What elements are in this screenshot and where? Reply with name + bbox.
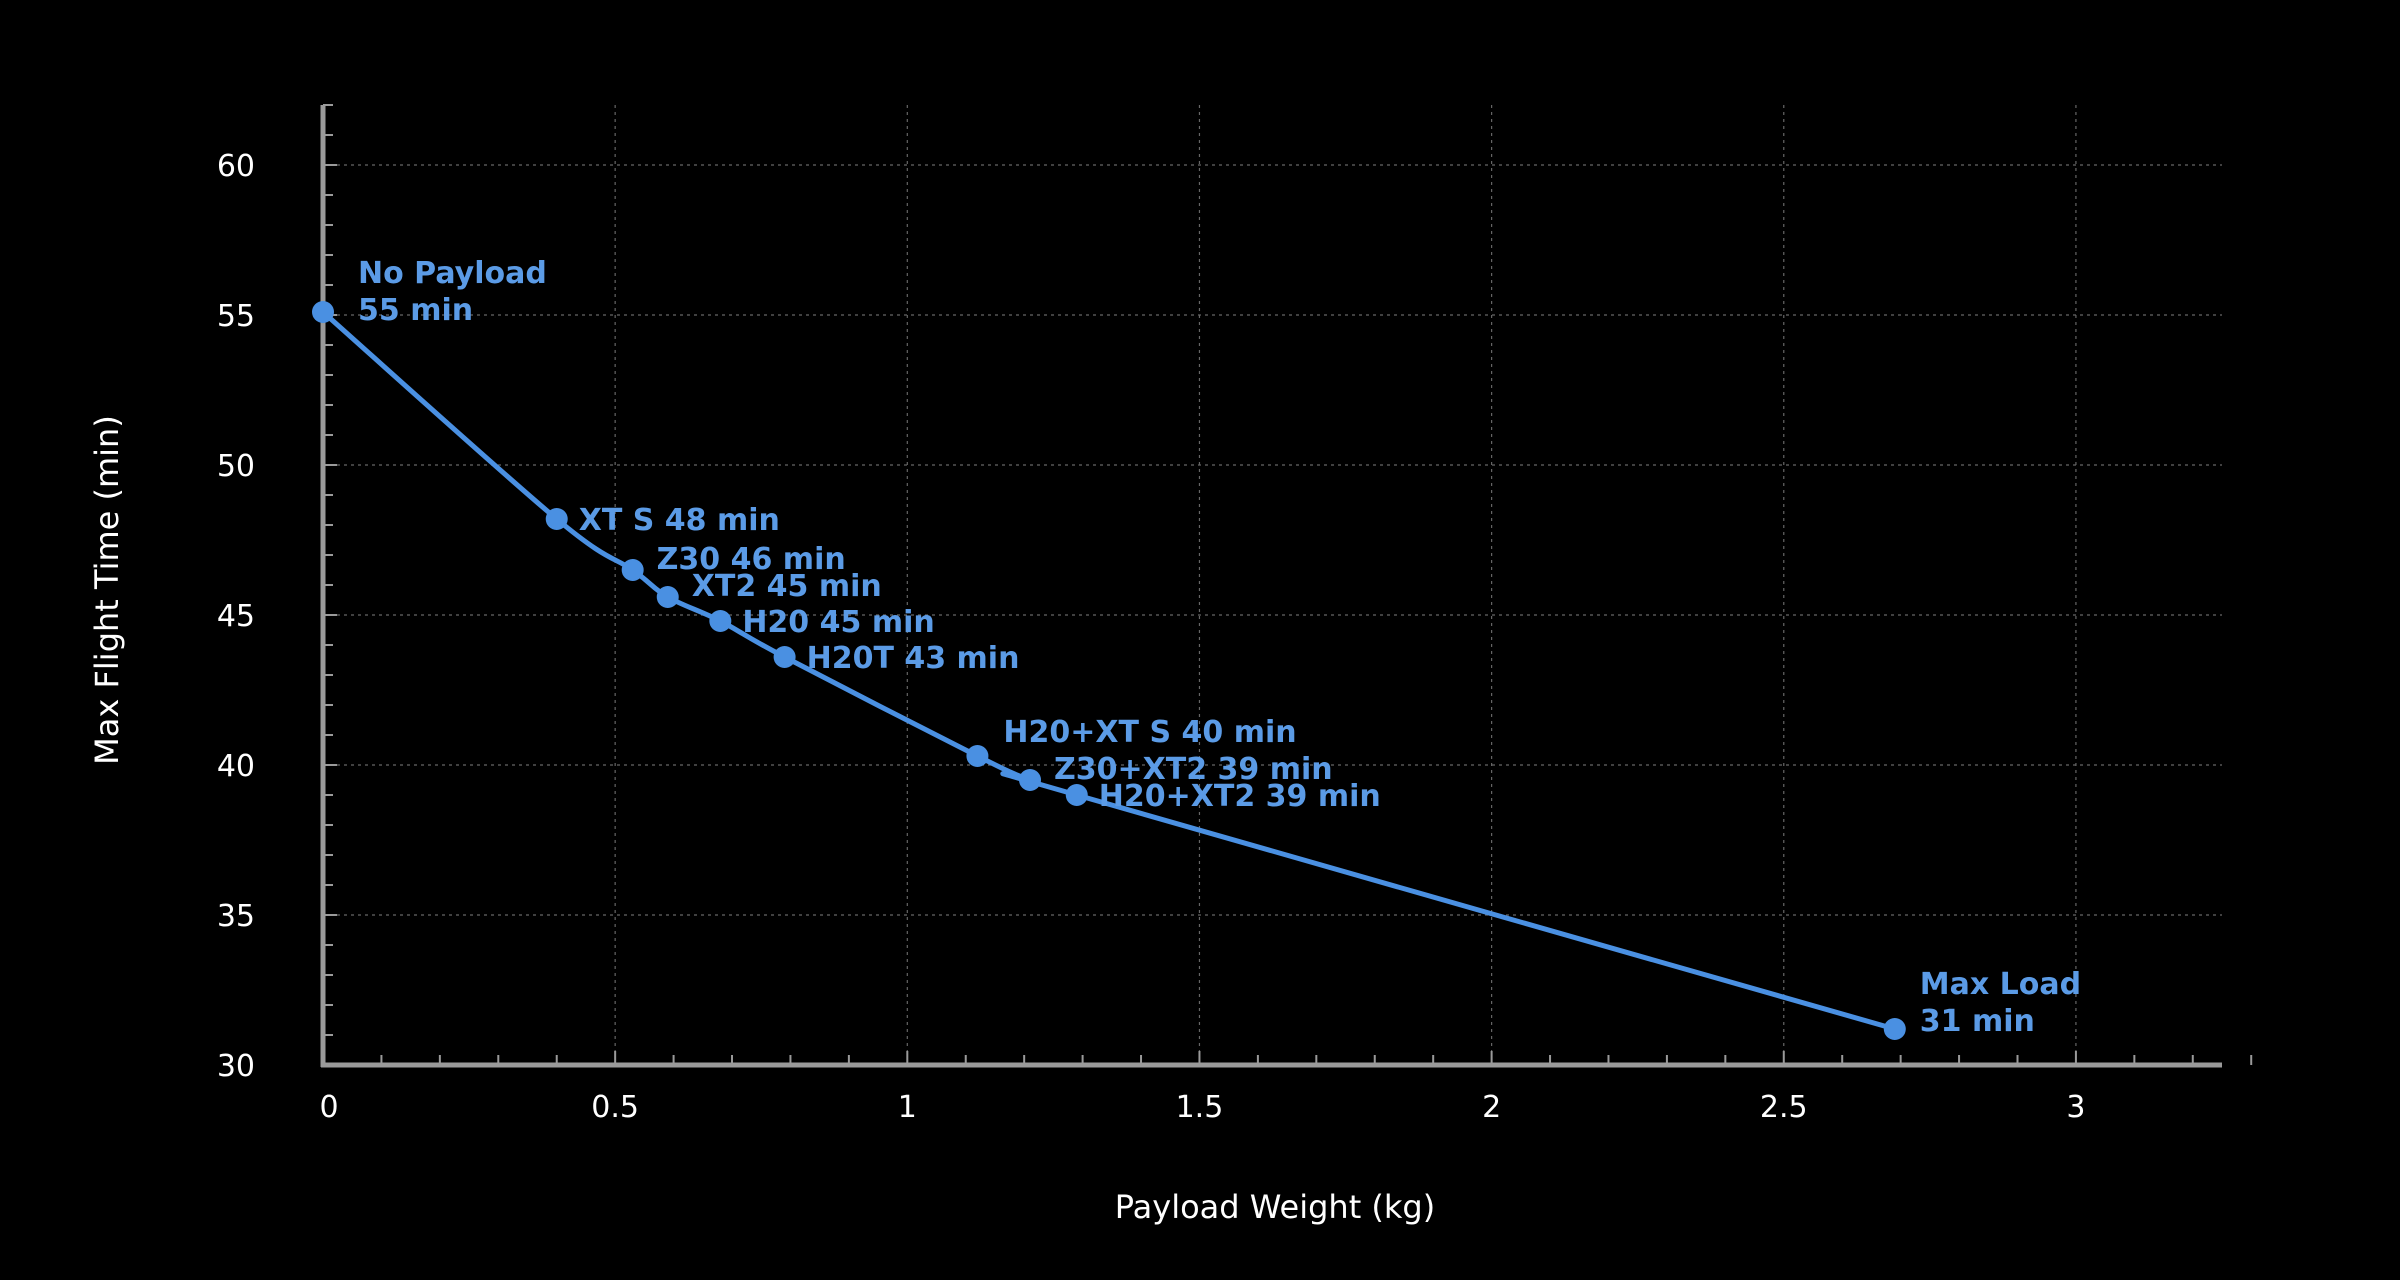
- data-point-marker: [773, 646, 796, 668]
- data-point-label: H20+XT S 40 min: [1003, 715, 1296, 750]
- data-point-label: H20 45 min: [742, 605, 934, 640]
- axis-layer: 0 0.5 1 1.5 2 2.5 3 30 35 40 45 50 55 60: [217, 104, 2253, 1125]
- y-tick-label: 45: [217, 599, 255, 634]
- x-tick-label: 1.5: [1176, 1090, 1224, 1125]
- y-tick-label: 50: [217, 449, 255, 484]
- grid-layer: [323, 105, 2222, 1065]
- data-point-label: 31 min: [1920, 1004, 2035, 1039]
- x-tick-label: 0: [319, 1090, 338, 1125]
- data-point-marker: [312, 301, 334, 323]
- data-point-marker: [656, 586, 679, 608]
- data-point-label: H20+XT2 39 min: [1099, 779, 1381, 814]
- y-tick-label: 30: [217, 1049, 255, 1084]
- data-point-label: No Payload: [358, 256, 547, 291]
- data-point-marker: [966, 745, 989, 767]
- x-tick-label: 3: [2066, 1090, 2085, 1125]
- data-point-label: Z30+XT2 39 min: [1054, 752, 1333, 787]
- y-tick-label: 35: [217, 899, 255, 934]
- x-tick-label: 2.5: [1760, 1090, 1808, 1125]
- x-axis-title: Payload Weight (kg): [1115, 1188, 1435, 1226]
- y-tick-label: 55: [217, 299, 255, 334]
- data-point-label: Z30 46 min: [657, 542, 846, 577]
- x-tick-label: 1: [898, 1090, 917, 1125]
- data-point-label: XT S 48 min: [579, 503, 780, 538]
- data-point-marker: [621, 559, 644, 581]
- data-point-marker: [545, 508, 568, 530]
- data-point-label: 55 min: [358, 293, 473, 328]
- data-point-marker: [1019, 769, 1042, 791]
- data-point-marker: [709, 610, 732, 632]
- series-layer: [312, 301, 1906, 1040]
- y-tick-label: 40: [217, 749, 255, 784]
- data-point-label: Max Load: [1920, 967, 2081, 1002]
- data-point-marker: [1065, 784, 1088, 806]
- data-point-label: H20T 43 min: [807, 641, 1020, 676]
- data-point-label: XT2 45 min: [692, 569, 882, 604]
- data-point-marker: [1883, 1018, 1906, 1040]
- y-tick-label: 60: [217, 149, 255, 184]
- x-tick-label: 2: [1482, 1090, 1501, 1125]
- series-line: [320, 309, 1898, 1032]
- y-axis-title: Max Flight Time (min): [88, 415, 126, 765]
- x-tick-label: 0.5: [591, 1090, 639, 1125]
